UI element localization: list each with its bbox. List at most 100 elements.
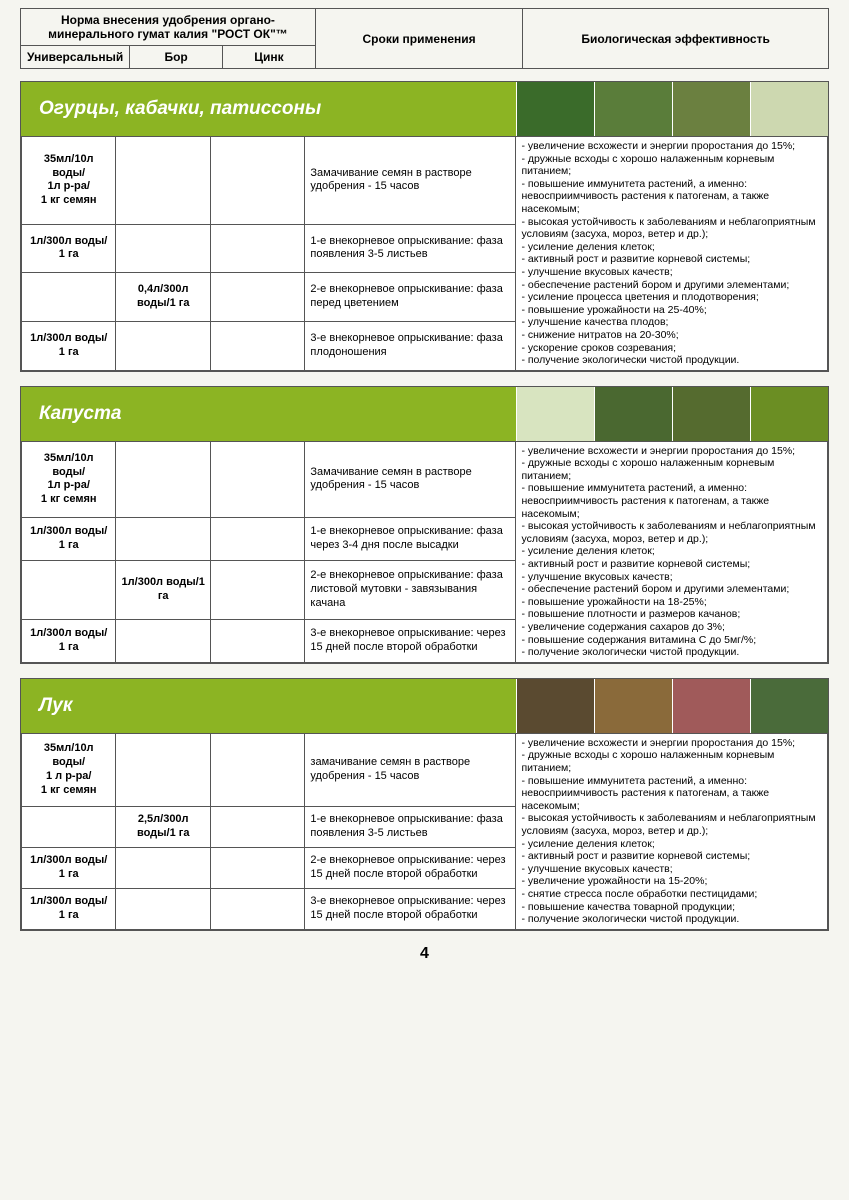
bio-item: увеличение всхожести и энергии проростан… (521, 140, 822, 153)
cell-universal: 1л/300л воды/1 га (22, 888, 116, 929)
cell-universal: 1л/300л воды/1 га (22, 224, 116, 273)
bio-item: повышение качества товарной продукции; (521, 901, 822, 914)
cell-bio: увеличение всхожести и энергии проростан… (516, 441, 828, 662)
bio-item: получение экологически чистой продукции. (521, 646, 822, 659)
bio-item: высокая устойчивость к заболеваниям и не… (521, 812, 822, 837)
cell-bor (116, 518, 210, 561)
bio-item: обеспечение растений бором и другими эле… (521, 583, 822, 596)
cell-timing: 1-е внекорневое опрыскивание: фаза через… (305, 518, 516, 561)
header-norm-title: Норма внесения удобрения органо-минераль… (21, 9, 316, 46)
cell-zinc (210, 137, 304, 225)
cell-timing: замачивание семян в растворе удобрения -… (305, 733, 516, 806)
bio-item: снятие стресса после обработки пестицида… (521, 888, 822, 901)
bio-item: высокая устойчивость к заболеваниям и не… (521, 216, 822, 241)
bio-item: высокая устойчивость к заболеваниям и не… (521, 520, 822, 545)
cell-zinc (210, 620, 304, 663)
cell-universal: 35мл/10л воды/1 л р-ра/1 кг семян (22, 733, 116, 806)
cell-bor (116, 848, 210, 889)
cell-zinc (210, 273, 304, 322)
table-row: 35мл/10л воды/1л р-ра/1 кг семян Замачива… (22, 441, 828, 517)
bio-item: активный рост и развитие корневой систем… (521, 253, 822, 266)
page: Норма внесения удобрения органо-минераль… (0, 0, 849, 983)
cell-zinc (210, 807, 304, 848)
section-header: Лук (21, 679, 828, 733)
cell-bio: увеличение всхожести и энергии проростан… (516, 137, 828, 371)
bio-item: активный рост и развитие корневой систем… (521, 850, 822, 863)
header-sub-universal: Универсальный (21, 46, 130, 69)
cell-bor: 0,4л/300л воды/1 га (116, 273, 210, 322)
page-number: 4 (20, 945, 829, 963)
bio-item: повышение урожайности на 25-40%; (521, 304, 822, 317)
data-table: 35мл/10л воды/1 л р-ра/1 кг семян замачив… (21, 733, 828, 930)
thumbnail (516, 387, 594, 441)
cell-zinc (210, 848, 304, 889)
bio-item: получение экологически чистой продукции. (521, 354, 822, 367)
section-header: Капуста (21, 387, 828, 441)
thumbnail (750, 82, 828, 136)
bio-item: улучшение вкусовых качеств; (521, 266, 822, 279)
cell-universal: 35мл/10л воды/1л р-ра/1 кг семян (22, 441, 116, 517)
bio-item: улучшение вкусовых качеств; (521, 863, 822, 876)
cell-universal: 1л/300л воды/1 га (22, 620, 116, 663)
data-table: 35мл/10л воды/1л р-ра/1 кг семян Замачива… (21, 136, 828, 371)
section-thumbnails (516, 679, 828, 733)
cell-bor (116, 620, 210, 663)
cell-timing: 3-е внекорневое опрыскивание: фаза плодо… (305, 321, 516, 370)
bio-item: получение экологически чистой продукции. (521, 913, 822, 926)
bio-item: повышение урожайности на 18-25%; (521, 596, 822, 609)
cell-bor (116, 733, 210, 806)
bio-item: увеличение всхожести и энергии проростан… (521, 737, 822, 750)
section-title: Лук (21, 679, 516, 733)
header-sub-bor: Бор (130, 46, 223, 69)
cell-timing: Замачивание семян в растворе удобрения -… (305, 137, 516, 225)
cell-universal (22, 807, 116, 848)
header-timing: Сроки применения (315, 9, 522, 69)
thumbnail (750, 387, 828, 441)
bio-item: усиление процесса цветения и плодотворен… (521, 291, 822, 304)
bio-item: улучшение вкусовых качеств; (521, 571, 822, 584)
cell-timing: Замачивание семян в растворе удобрения -… (305, 441, 516, 517)
section: Капуста35мл/10л воды/1л р-ра/1 кг семян З… (20, 386, 829, 664)
cell-timing: 1-е внекорневое опрыскивание: фаза появл… (305, 807, 516, 848)
bio-item: увеличение содержания сахаров до 3%; (521, 621, 822, 634)
cell-universal: 35мл/10л воды/1л р-ра/1 кг семян (22, 137, 116, 225)
bio-item: дружные всходы с хорошо налаженным корне… (521, 749, 822, 774)
bio-item: повышение плотности и размеров качанов; (521, 608, 822, 621)
cell-timing: 2-е внекорневое опрыскивание: фаза перед… (305, 273, 516, 322)
cell-bio: увеличение всхожести и энергии проростан… (516, 733, 828, 929)
bio-item: повышение иммунитета растений, а именно:… (521, 178, 822, 216)
bio-list: увеличение всхожести и энергии проростан… (521, 445, 822, 659)
cell-universal: 1л/300л воды/1 га (22, 321, 116, 370)
cell-universal: 1л/300л воды/1 га (22, 518, 116, 561)
bio-item: повышение иммунитета растений, а именно:… (521, 775, 822, 813)
thumbnail (594, 679, 672, 733)
cell-bor: 2,5л/300л воды/1 га (116, 807, 210, 848)
header-bio: Биологическая эффективность (523, 9, 829, 69)
bio-item: ускорение сроков созревания; (521, 342, 822, 355)
table-row: 35мл/10л воды/1 л р-ра/1 кг семян замачив… (22, 733, 828, 806)
bio-item: обеспечение растений бором и другими эле… (521, 279, 822, 292)
cell-zinc (210, 441, 304, 517)
thumbnail (516, 679, 594, 733)
cell-timing: 2-е внекорневое опрыскивание: через 15 д… (305, 848, 516, 889)
cell-bor (116, 441, 210, 517)
cell-zinc (210, 733, 304, 806)
cell-zinc (210, 518, 304, 561)
thumbnail (516, 82, 594, 136)
bio-item: дружные всходы с хорошо налаженным корне… (521, 457, 822, 482)
thumbnail (594, 82, 672, 136)
bio-item: снижение нитратов на 20-30%; (521, 329, 822, 342)
thumbnail (594, 387, 672, 441)
header-table: Норма внесения удобрения органо-минераль… (20, 8, 829, 69)
cell-bor (116, 137, 210, 225)
bio-item: повышение содержания витамина С до 5мг/%… (521, 634, 822, 647)
section: Огурцы, кабачки, патиссоны35мл/10л воды/… (20, 81, 829, 372)
cell-bor (116, 224, 210, 273)
cell-universal (22, 560, 116, 620)
section-title: Огурцы, кабачки, патиссоны (21, 82, 516, 136)
thumbnail (672, 387, 750, 441)
bio-list: увеличение всхожести и энергии проростан… (521, 140, 822, 367)
bio-item: активный рост и развитие корневой систем… (521, 558, 822, 571)
section-title: Капуста (21, 387, 516, 441)
bio-item: повышение иммунитета растений, а именно:… (521, 482, 822, 520)
